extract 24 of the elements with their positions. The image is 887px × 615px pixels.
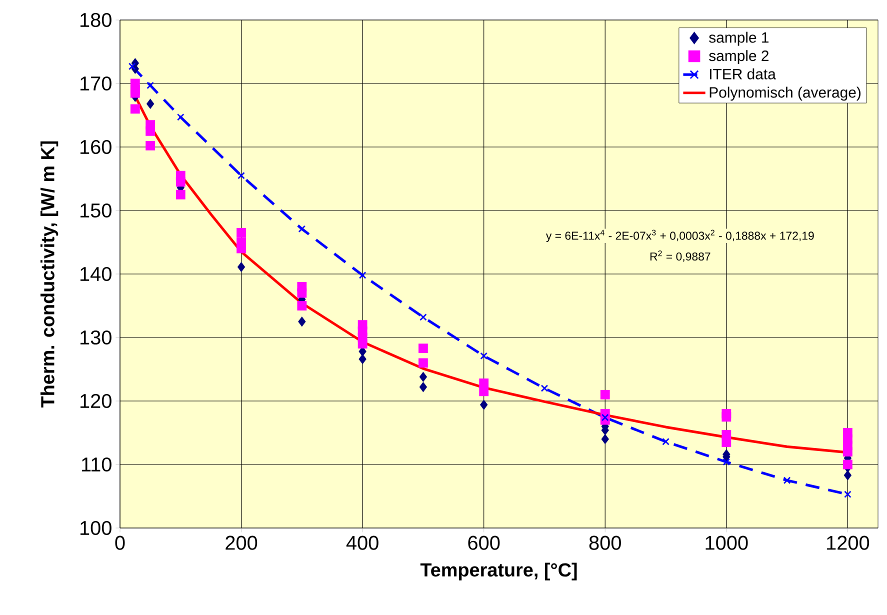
legend-label: sample 2 [709,50,768,64]
y-tick-label: 140 [80,266,112,282]
x-tick-label: 400 [346,536,378,550]
legend-label: Polynomisch (average) [710,86,860,101]
y-tick-label: 170 [80,76,112,91]
y-tick-label: 180 [80,12,112,28]
y-tick-label: 150 [80,203,112,218]
y-tick-label: 120 [80,394,112,408]
y-tick-label: 160 [80,140,112,154]
x-tick-label: 0 [115,536,125,550]
legend-label: sample 1 [709,32,769,46]
y-tick-label: 100 [80,520,112,536]
x-tick-label: 1200 [827,536,870,550]
annotation: y = 6E-11x$^{4}$ - 2E-07x$^{3}$ + 0,0003x$^{2}$ - 0,1888x + 172,19 [546,230,814,242]
x-tick-label: 800 [589,536,621,550]
y-tick-label: 130 [80,330,112,345]
annotation: R$^{2}$ = 0,9887 [650,250,710,262]
x-tick-label: 600 [468,536,500,550]
legend-label: ITER data [710,68,776,80]
y-tick-label: 110 [82,457,112,472]
x-tick-label: 1000 [706,536,748,550]
x-axis-title: Temperature, [°C] [420,562,577,580]
x-tick-label: 200 [226,536,258,550]
y-axis-title: Therm. conductivity, [W/ m K] [40,141,58,408]
